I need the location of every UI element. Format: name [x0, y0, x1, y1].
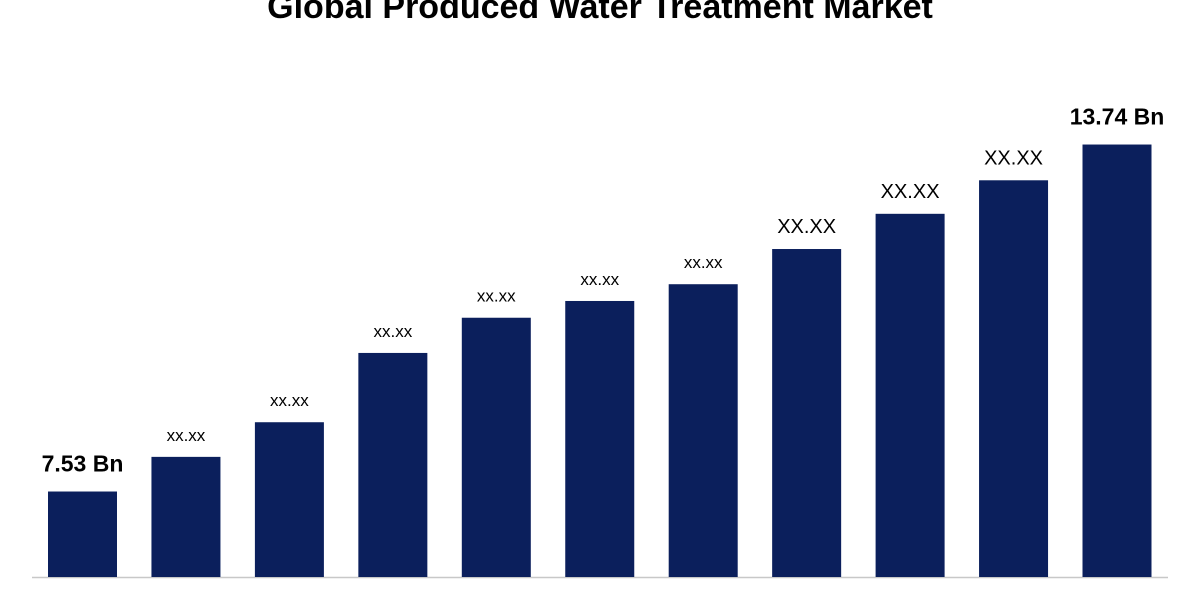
- bar: [668, 284, 738, 577]
- bar: [875, 213, 945, 577]
- value-label: xx.xx: [477, 287, 516, 306]
- value-label: xx.xx: [167, 426, 206, 445]
- bar: [48, 491, 117, 577]
- bar: [1082, 144, 1152, 577]
- value-label: xx.xx: [270, 391, 309, 410]
- value-label: xx.xx: [580, 270, 619, 289]
- bar: [565, 300, 635, 577]
- bar: [254, 422, 324, 577]
- bar: [772, 249, 842, 578]
- chart-title: Global Produced Water Treatment Market: [267, 0, 933, 26]
- value-label: xx.xx: [684, 253, 723, 272]
- value-label: xx.xx: [373, 322, 412, 341]
- bar: [358, 352, 428, 577]
- bar: [461, 317, 531, 577]
- value-label: XX.XX: [777, 216, 836, 238]
- value-label: XX.XX: [984, 147, 1043, 169]
- value-label: 7.53 Bn: [42, 451, 124, 477]
- bar: [979, 180, 1049, 577]
- bar: [151, 456, 221, 577]
- value-label: 13.74 Bn: [1070, 104, 1165, 130]
- value-label: XX.XX: [881, 181, 940, 203]
